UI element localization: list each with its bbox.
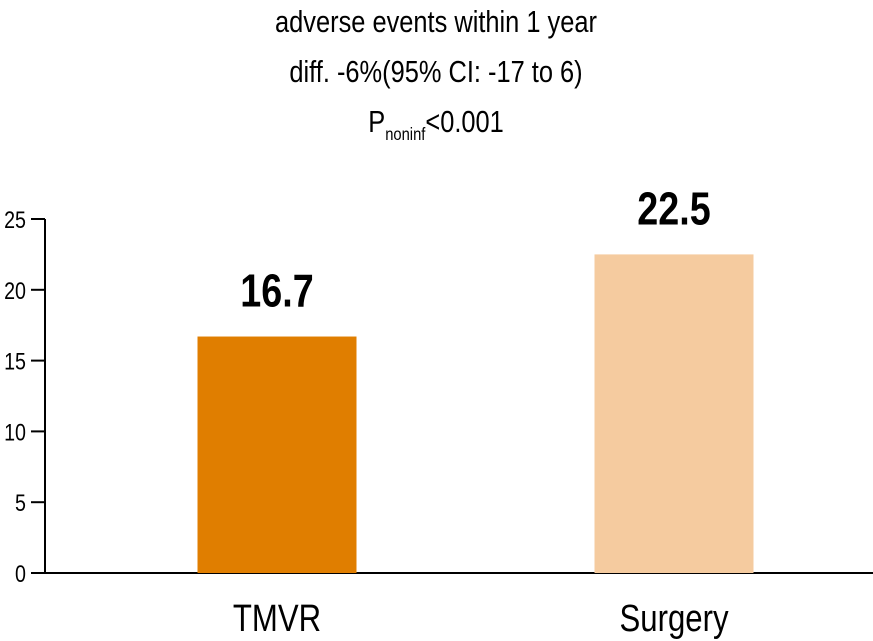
chart-title-line-2: diff. -6%(95% CI: -17 to 6) [289, 55, 582, 90]
data-label: 16.7 [240, 265, 313, 316]
bar-tmvr [197, 336, 357, 573]
p-value: Pnoninf<0.001 [368, 105, 504, 145]
y-tick-label: 5 [15, 489, 26, 516]
y-tick-label: 10 [4, 419, 26, 446]
x-tick-label: Surgery [619, 598, 729, 640]
x-tick-label: TMVR [233, 598, 321, 640]
y-tick-label: 25 [4, 206, 26, 233]
chart-title-line-1: adverse events within 1 year [275, 5, 597, 40]
y-tick-label: 0 [15, 560, 26, 587]
bar-surgery [594, 254, 754, 573]
y-tick-label: 15 [4, 348, 26, 375]
y-tick-label: 20 [4, 277, 26, 304]
data-label: 22.5 [637, 183, 710, 234]
